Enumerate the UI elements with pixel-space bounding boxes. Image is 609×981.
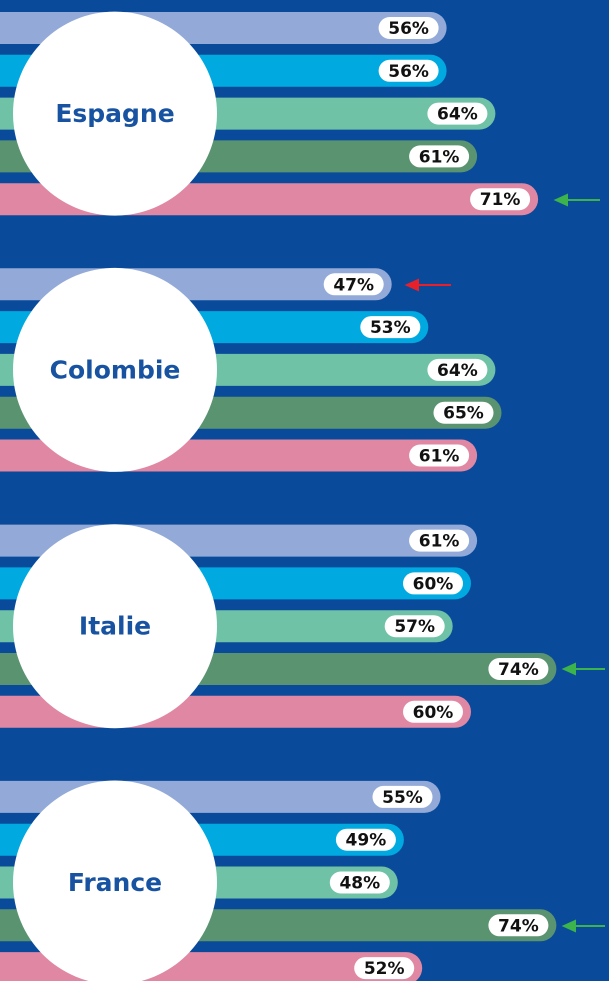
value-label: 48%	[339, 874, 380, 894]
label-pill	[433, 401, 494, 424]
label-pill	[403, 572, 463, 595]
value-label: 53%	[370, 318, 411, 338]
label-pill	[427, 102, 488, 125]
label-pill	[409, 529, 470, 552]
label-pill	[470, 188, 531, 211]
label-pill	[378, 59, 439, 82]
label-pill	[354, 957, 415, 980]
label-pill	[409, 444, 470, 467]
label-pill	[409, 145, 470, 168]
label-pill	[488, 914, 549, 937]
label-pill	[403, 700, 463, 723]
value-label: 64%	[437, 105, 478, 125]
label-pill	[360, 316, 421, 339]
country-circle	[13, 780, 217, 981]
label-pill	[378, 17, 439, 39]
value-label: 74%	[498, 660, 539, 680]
value-label: 64%	[437, 361, 478, 381]
value-label: 56%	[388, 62, 429, 82]
value-label: 56%	[388, 19, 429, 39]
label-pill	[323, 273, 384, 296]
arrow-high	[561, 919, 605, 933]
value-label: 57%	[394, 617, 435, 637]
label-pill	[329, 871, 390, 894]
arrow-high	[553, 193, 600, 207]
circles: Espagne Colombie Italie France	[13, 11, 217, 981]
arrow-low	[404, 278, 451, 292]
value-label: 55%	[382, 788, 423, 808]
value-label: 60%	[413, 574, 454, 594]
country-label: France	[68, 868, 162, 897]
value-label: 61%	[419, 147, 460, 167]
value-label: 71%	[480, 190, 521, 210]
value-label: 74%	[498, 916, 539, 936]
country-circle	[13, 267, 217, 472]
country-circle	[13, 11, 217, 216]
label-pill	[488, 658, 549, 680]
label-pill	[335, 828, 396, 851]
label-pill	[427, 358, 488, 381]
arrow-high	[561, 662, 605, 676]
country-label: Italie	[79, 612, 151, 641]
value-label: 52%	[364, 959, 405, 979]
value-label: 60%	[413, 703, 454, 723]
label-pill	[372, 785, 433, 808]
value-label: 47%	[333, 275, 374, 295]
country-label: Espagne	[55, 99, 174, 128]
value-label: 65%	[443, 404, 484, 424]
country-label: Colombie	[50, 355, 181, 384]
arrows	[404, 193, 605, 933]
value-label: 61%	[419, 532, 460, 552]
label-pill	[384, 615, 445, 638]
value-label: 49%	[346, 831, 387, 851]
country-circle	[13, 524, 217, 729]
value-label: 61%	[419, 447, 460, 467]
